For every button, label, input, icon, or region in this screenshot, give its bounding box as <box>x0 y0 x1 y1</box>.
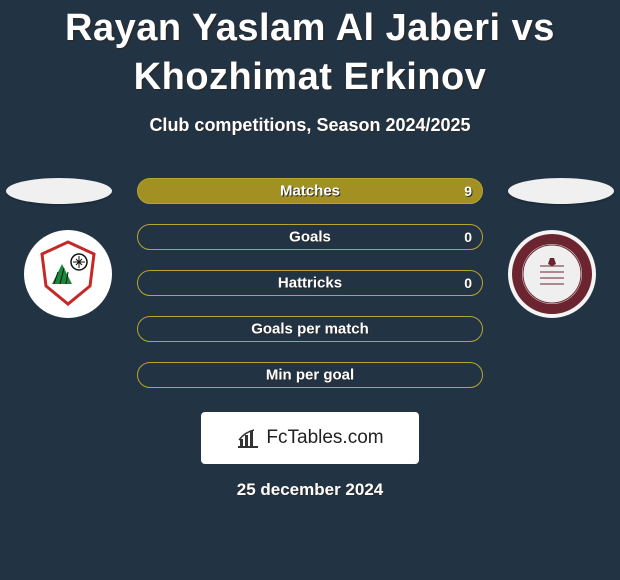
stat-bar: Goals0 <box>137 224 483 250</box>
flag-left <box>6 178 112 204</box>
stat-bar: Goals per match <box>137 316 483 342</box>
stat-bar-label: Goals <box>138 229 482 246</box>
stat-bar-label: Hattricks <box>138 275 482 292</box>
bar-chart-icon <box>236 427 260 449</box>
flag-right <box>508 178 614 204</box>
badge-icon <box>510 232 594 316</box>
stat-bar-value-right: 9 <box>464 183 472 199</box>
stat-bar: Matches9 <box>137 178 483 204</box>
club-logo-right <box>508 230 596 318</box>
stat-bar-label: Goals per match <box>138 321 482 338</box>
shield-icon <box>32 238 104 310</box>
date-text: 25 december 2024 <box>237 480 384 500</box>
comparison-title: Rayan Yaslam Al Jaberi vs Khozhimat Erki… <box>0 4 620 101</box>
stat-bar: Hattricks0 <box>137 270 483 296</box>
stat-bars: Matches9Goals0Hattricks0Goals per matchM… <box>137 178 483 388</box>
stat-bar: Min per goal <box>137 362 483 388</box>
brand-text: FcTables.com <box>266 427 383 449</box>
stat-bar-value-right: 0 <box>464 229 472 245</box>
brand-badge[interactable]: FcTables.com <box>201 412 419 464</box>
content-wrapper: Rayan Yaslam Al Jaberi vs Khozhimat Erki… <box>0 0 620 500</box>
main-area: Matches9Goals0Hattricks0Goals per matchM… <box>0 178 620 388</box>
club-logo-left <box>24 230 112 318</box>
stat-bar-label: Matches <box>138 183 482 200</box>
season-subtitle: Club competitions, Season 2024/2025 <box>149 115 470 136</box>
stat-bar-value-right: 0 <box>464 275 472 291</box>
stat-bar-label: Min per goal <box>138 367 482 384</box>
